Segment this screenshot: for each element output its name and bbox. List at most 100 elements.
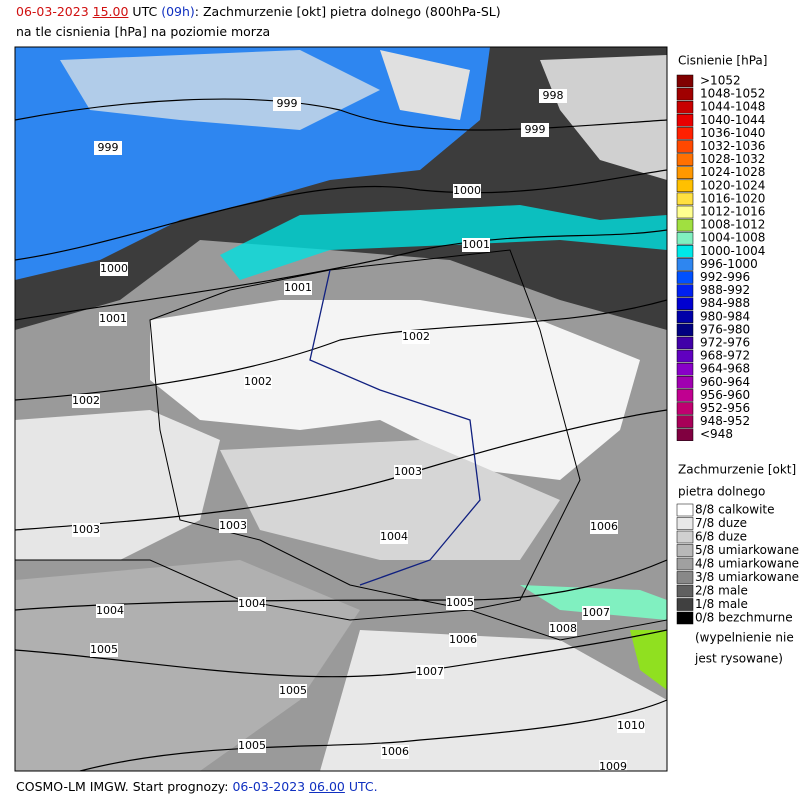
isobar-label: 999 xyxy=(98,141,119,154)
cloud-patch xyxy=(540,55,667,180)
start-date: 06-03-2023 xyxy=(232,779,306,794)
pressure-swatch xyxy=(676,258,694,271)
isobar-label: 1004 xyxy=(238,597,266,610)
cloud-legend-note: jest rysowane) xyxy=(694,652,783,666)
isobar-label-box xyxy=(90,643,118,657)
pressure-swatch xyxy=(676,284,694,297)
isobar-label: 1005 xyxy=(446,596,474,609)
pressure-legend-label: 1036-1040 xyxy=(700,126,765,140)
cloud-legend-label: 3/8 umiarkowane xyxy=(695,570,799,584)
isobar-label-box xyxy=(273,97,301,111)
isobar-label: 1007 xyxy=(416,665,444,678)
pressure-swatch xyxy=(676,100,694,114)
pressure-legend-label: 1000-1004 xyxy=(700,244,765,258)
pressure-legend-label: 1016-1020 xyxy=(700,191,765,205)
pressure-swatch xyxy=(676,179,694,193)
cloud-swatch xyxy=(676,544,694,557)
isobar-label-box xyxy=(446,596,474,610)
pressure-legend-label: 1028-1032 xyxy=(700,152,765,166)
isobar-label-box xyxy=(549,622,577,636)
pressure-swatch xyxy=(676,415,694,428)
isobar-label: 1000 xyxy=(453,184,481,197)
cloud-patch xyxy=(380,50,470,120)
cloud-patch xyxy=(15,410,220,560)
isobars xyxy=(15,98,667,771)
map-frame xyxy=(14,46,668,772)
isobar-label-box xyxy=(238,739,266,753)
pressure-legend-label: 960-964 xyxy=(700,375,750,389)
cloud-legend-label: 4/8 umiarkowane xyxy=(695,557,799,571)
pressure-swatch xyxy=(676,323,694,337)
isobar-label: 1002 xyxy=(402,330,430,343)
isobar-label: 1002 xyxy=(244,375,272,388)
pressure-legend-label: 1024-1028 xyxy=(700,165,765,179)
isobar-label: 1005 xyxy=(279,684,307,697)
isobar-label-box xyxy=(72,523,100,537)
pressure-legend-label: 1032-1036 xyxy=(700,139,765,153)
pressure-legend-label: >1052 xyxy=(700,74,741,88)
isobar-label: 1004 xyxy=(96,604,124,617)
pressure-swatch xyxy=(676,114,694,127)
isobar-label-box xyxy=(380,530,408,544)
cloud-swatch xyxy=(676,557,694,571)
isobar-label-box xyxy=(449,633,477,647)
isobar-label: 1003 xyxy=(72,523,100,536)
isobar-label: 1001 xyxy=(99,312,127,325)
borders xyxy=(15,249,667,641)
pressure-legend-label: 1008-1012 xyxy=(700,218,765,232)
isobar-label-box xyxy=(599,760,627,771)
isobar-label-box xyxy=(100,262,128,276)
pressure-legend-label: 952-956 xyxy=(700,401,750,415)
isobar-label: 1003 xyxy=(394,465,422,478)
pressure-legend-label: 1044-1048 xyxy=(700,100,765,114)
isobar-label-box xyxy=(94,141,122,155)
pressure-swatch xyxy=(676,166,694,179)
pressure-swatch xyxy=(676,362,694,376)
cloud-patch xyxy=(220,440,560,560)
cloud-legend-subtitle: pietra dolnego xyxy=(678,485,765,499)
cloud-legend-label: 2/8 male xyxy=(695,584,748,598)
isobar-label-box xyxy=(402,330,430,344)
isobar-label-box xyxy=(99,312,127,326)
isobar-label: 1009 xyxy=(599,760,627,773)
pressure-legend-label: 1048-1052 xyxy=(700,87,765,101)
pressure-legend-label: 964-968 xyxy=(700,362,750,376)
isobar-label: 1005 xyxy=(90,643,118,656)
isobar-label-box xyxy=(244,375,272,389)
pressure-1004-1008 xyxy=(520,585,667,620)
isobar-label-box xyxy=(521,123,549,137)
cloud-legend-label: 6/8 duze xyxy=(695,530,747,544)
pressure-swatch xyxy=(676,218,694,232)
isobar-label: 1004 xyxy=(380,530,408,543)
isobar-label-box xyxy=(394,465,422,479)
isobar-label-box xyxy=(539,89,567,103)
clear-cloud-area xyxy=(150,300,640,480)
lead-time: (09h) xyxy=(161,4,195,19)
pressure-legend-label: 996-1000 xyxy=(700,257,758,271)
pressure-swatch xyxy=(676,376,694,389)
isobar-label-box xyxy=(590,520,618,534)
isobar-label: 1007 xyxy=(582,606,610,619)
isobar-label-box xyxy=(582,606,610,620)
pressure-swatch xyxy=(676,140,694,153)
cloud-legend-note: (wypelnienie nie xyxy=(695,631,794,645)
pressure-legend-label: 1012-1016 xyxy=(700,205,765,219)
isobar-label-box xyxy=(416,665,444,679)
start-hour: 06.00 xyxy=(309,779,345,794)
footer-text: COSMO-LM IMGW. Start prognozy: xyxy=(16,779,229,794)
isobar-label: 1002 xyxy=(72,394,100,407)
cloud-legend-label: 8/8 calkowite xyxy=(695,503,775,517)
cloud-patch xyxy=(320,630,667,771)
pressure-legend-label: 992-996 xyxy=(700,270,750,284)
cloud-swatch xyxy=(676,584,694,598)
cloud-legend-title: Zachmurzenie [okt] xyxy=(678,463,796,477)
cloud-swatch xyxy=(676,611,694,625)
pressure-legend-label: 948-952 xyxy=(700,414,750,428)
subtitle: na tle cisnienia [hPa] na poziomie morza xyxy=(16,24,271,39)
pressure-swatch xyxy=(676,87,694,101)
cloud-swatch xyxy=(676,571,694,584)
cloud-legend-label: 1/8 male xyxy=(695,597,748,611)
footer: COSMO-LM IMGW. Start prognozy: 06-03-202… xyxy=(16,779,378,794)
